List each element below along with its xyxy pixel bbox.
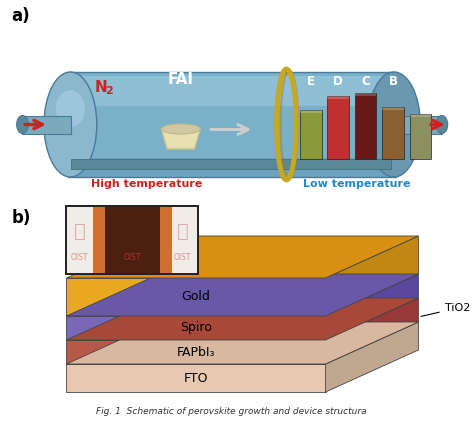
Polygon shape bbox=[326, 322, 419, 392]
Bar bbox=[355, 93, 376, 159]
Bar bbox=[328, 96, 349, 159]
Text: Low temperature: Low temperature bbox=[303, 179, 410, 189]
Text: C: C bbox=[361, 75, 370, 88]
Bar bbox=[66, 206, 93, 274]
Polygon shape bbox=[66, 316, 326, 340]
Ellipse shape bbox=[436, 116, 448, 133]
Bar bbox=[93, 206, 105, 274]
Text: FAI: FAI bbox=[168, 72, 194, 87]
Polygon shape bbox=[161, 129, 201, 149]
Bar bbox=[300, 110, 321, 159]
Ellipse shape bbox=[17, 116, 28, 133]
Bar bbox=[382, 107, 404, 110]
Bar bbox=[160, 206, 172, 274]
Ellipse shape bbox=[367, 72, 420, 177]
Ellipse shape bbox=[161, 124, 201, 134]
Polygon shape bbox=[326, 298, 419, 364]
Bar bbox=[300, 110, 321, 113]
Text: ꧁: ꧁ bbox=[74, 222, 85, 241]
Text: Fig. 1  Schematic of perovskite growth and device structura: Fig. 1 Schematic of perovskite growth an… bbox=[96, 407, 367, 416]
Ellipse shape bbox=[44, 72, 97, 177]
Bar bbox=[72, 159, 391, 169]
Polygon shape bbox=[66, 322, 419, 364]
Ellipse shape bbox=[385, 116, 403, 133]
Text: High temperature: High temperature bbox=[91, 179, 202, 189]
Bar bbox=[22, 116, 72, 133]
Bar bbox=[105, 206, 160, 274]
Text: OIST: OIST bbox=[174, 252, 191, 262]
Text: OIST: OIST bbox=[124, 252, 141, 262]
Polygon shape bbox=[66, 278, 326, 316]
Bar bbox=[410, 114, 431, 159]
Bar bbox=[68, 76, 396, 106]
Text: D: D bbox=[333, 75, 343, 88]
Polygon shape bbox=[326, 236, 419, 316]
Bar bbox=[382, 107, 404, 159]
Bar bbox=[355, 93, 376, 96]
Text: b): b) bbox=[12, 209, 31, 227]
Bar bbox=[66, 206, 199, 274]
Text: Gold: Gold bbox=[182, 290, 210, 303]
Polygon shape bbox=[66, 274, 419, 316]
Bar bbox=[66, 206, 199, 274]
Polygon shape bbox=[66, 298, 419, 340]
Bar bbox=[410, 114, 431, 117]
Text: TiO2: TiO2 bbox=[421, 303, 470, 316]
Text: 2: 2 bbox=[106, 86, 113, 96]
Text: B: B bbox=[389, 75, 398, 88]
Ellipse shape bbox=[56, 90, 85, 127]
Polygon shape bbox=[326, 274, 419, 340]
Text: a): a) bbox=[12, 7, 30, 25]
Text: OIST: OIST bbox=[71, 252, 89, 262]
Text: E: E bbox=[307, 75, 315, 88]
Text: FAPbI₃: FAPbI₃ bbox=[177, 346, 215, 359]
Bar bbox=[393, 116, 442, 133]
Text: ꧁: ꧁ bbox=[177, 222, 189, 241]
Text: FTO: FTO bbox=[184, 371, 208, 384]
Polygon shape bbox=[66, 340, 326, 364]
Polygon shape bbox=[66, 364, 326, 392]
Bar bbox=[172, 206, 199, 274]
Text: A: A bbox=[416, 75, 425, 88]
Text: N: N bbox=[95, 80, 108, 95]
Bar bbox=[68, 72, 396, 177]
Bar bbox=[328, 96, 349, 99]
Polygon shape bbox=[66, 236, 419, 278]
Bar bbox=[68, 158, 396, 177]
Text: Spiro: Spiro bbox=[180, 322, 212, 335]
